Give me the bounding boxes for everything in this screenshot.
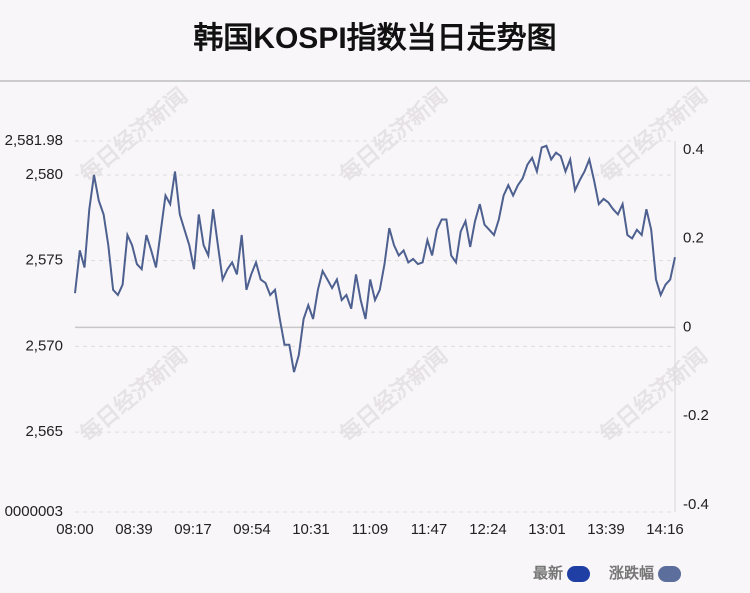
- x-tick-label: 08:39: [115, 521, 153, 538]
- watermark: 每日经济新闻: [595, 83, 712, 187]
- y-tick-label: 2,581.98: [5, 132, 63, 149]
- y-tick-label: 2,580: [25, 166, 63, 183]
- legend-label: 涨跌幅: [609, 564, 654, 582]
- x-tick-label: 13:39: [587, 521, 625, 538]
- y2-tick-label: 0.2: [683, 230, 704, 247]
- y-tick-label: 2,565: [25, 423, 63, 440]
- x-tick-label: 14:16: [646, 521, 684, 538]
- watermark: 每日经济新闻: [595, 343, 712, 447]
- watermark: 每日经济新闻: [335, 343, 452, 447]
- y2-tick-label: 0.4: [683, 141, 704, 158]
- y2-tick-label: -0.2: [683, 407, 709, 424]
- x-tick-label: 12:24: [469, 521, 507, 538]
- x-tick-label: 11:47: [411, 521, 447, 538]
- x-tick-label: 10:31: [292, 521, 330, 538]
- y-tick-label: 2,570: [25, 337, 63, 354]
- x-tick-label: 11:09: [352, 521, 388, 538]
- y2-tick-label: 0: [683, 318, 691, 335]
- legend-label: 最新: [533, 564, 563, 582]
- legend-swatch: [658, 566, 682, 582]
- y2-tick-label: -0.4: [683, 496, 709, 513]
- x-tick-label: 08:00: [56, 521, 94, 538]
- legend-swatch: [567, 566, 591, 582]
- chart-title: 韩国KOSPI指数当日走势图: [193, 22, 556, 55]
- y-tick-label: 2,575: [25, 252, 63, 269]
- y-tick-label: 0000003: [5, 503, 63, 520]
- watermark: 每日经济新闻: [75, 83, 192, 187]
- watermark: 每日经济新闻: [335, 83, 452, 187]
- x-tick-label: 09:17: [174, 521, 212, 538]
- price-line: [74, 144, 676, 373]
- watermark: 每日经济新闻: [75, 343, 192, 447]
- x-tick-label: 13:01: [528, 521, 566, 538]
- x-tick-label: 09:54: [233, 521, 271, 538]
